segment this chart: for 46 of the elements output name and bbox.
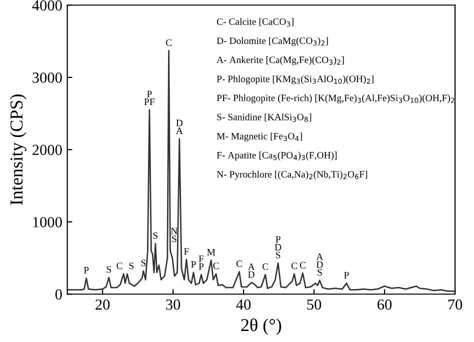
annotation: S	[141, 260, 146, 266]
x-tick-label: 70	[448, 299, 462, 310]
annotation: C	[291, 262, 298, 270]
text: P- Phlogopite [KMg$_{3}$(Si$_{3}$AlO$_{10}$)(OH)$_{2}$]	[216, 75, 374, 84]
annotation: S- Sanidine [KAlSi$_{3}$O$_{8}$]	[217, 113, 312, 122]
x-tick-label: 20	[96, 299, 110, 310]
y-tick-label: 1000	[33, 217, 62, 228]
y-axis-title: Intensity (CPS)	[10, 94, 26, 205]
annotation: N- Pyrochlore [(Ca,Na)$_{2}$(Nb,Ti)$_{2}$O$_{6}$F]	[216, 170, 368, 180]
annotation: PF- Phlogopite (Fe-rich) [K(Mg,Fe)$_{3}$(Al,Fe)Si$_{3}$O$_{10}$)(OH,F)$_{2}$	[216, 94, 454, 104]
annotation: P	[344, 272, 349, 278]
annotation: N S	[170, 228, 178, 242]
annotation: A D	[248, 263, 255, 278]
annotation: D A	[176, 120, 183, 134]
x-tick-label: 50	[307, 299, 322, 310]
annotation: P	[191, 261, 196, 268]
annotation: P D S	[274, 236, 282, 258]
y-tick-label: 4000	[32, 0, 62, 11]
annotation: C	[236, 260, 242, 267]
annotation: M	[207, 248, 216, 256]
x-tick-label: 40	[236, 299, 251, 310]
annotation: S	[106, 266, 112, 273]
y-tick-label: 2000	[32, 144, 62, 156]
x-tick-label: 30	[166, 299, 180, 310]
annotation: C	[213, 262, 219, 270]
y-tick-label: 3000	[32, 72, 62, 83]
annotation: A D S	[316, 254, 324, 276]
annotation: C	[262, 263, 268, 270]
annotation: F- Apatite [Ca$_{5}$(PO$_{4}$)$_{3}$(F,OH)]	[216, 152, 337, 160]
annotation: P	[84, 267, 89, 274]
annotation: C	[166, 39, 172, 46]
x-axis-title: 2θ (°)	[241, 318, 282, 335]
annotation: C	[300, 262, 306, 268]
annotation: F P	[198, 256, 204, 270]
annotation: S	[153, 232, 158, 239]
annotation: P PF	[144, 90, 154, 106]
annotation: C	[116, 262, 122, 270]
line-series	[67, 50, 456, 292]
annotation: F	[184, 248, 189, 255]
annotation: C- Calcite [CaCO$_{3}$]	[216, 18, 294, 27]
annotation: A- Ankerite [Ca(Mg,Fe)(CO$_{3}$)$_{2}$]	[216, 56, 344, 66]
y-tick-label: 0	[55, 289, 62, 300]
annotation: M- Magnetic [Fe$_{3}$O$_{4}$]	[216, 132, 302, 142]
annotation: D- Dolomite [CaMg(CO$_{3}$)$_{2}$]	[216, 37, 328, 46]
annotation: S	[129, 262, 134, 270]
x-tick-label: 60	[378, 299, 392, 310]
